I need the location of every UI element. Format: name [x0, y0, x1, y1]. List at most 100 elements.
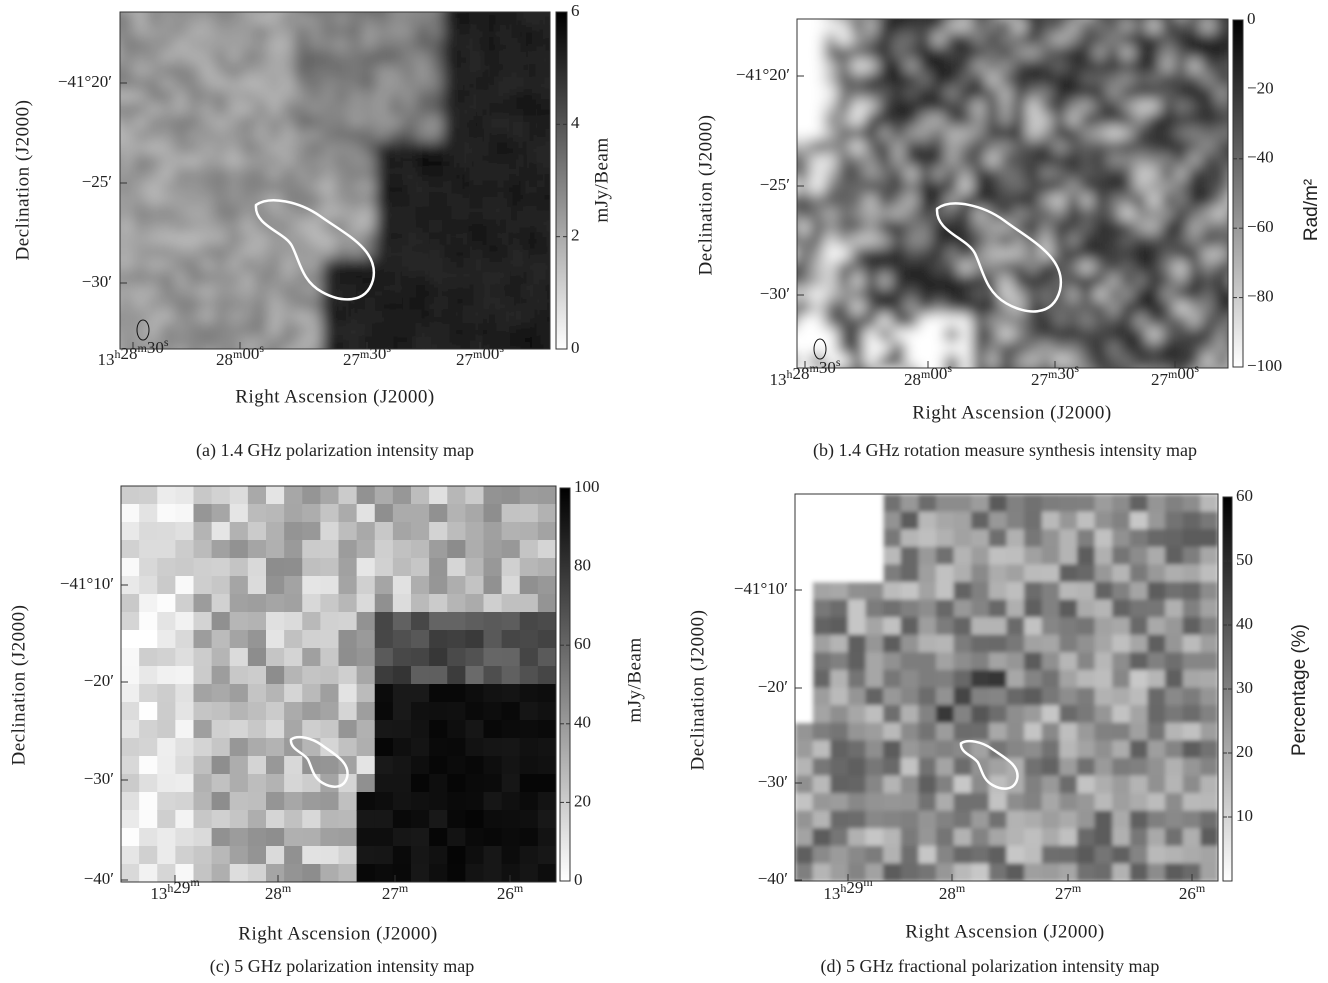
pixel [456, 142, 470, 156]
pixel [147, 116, 161, 130]
pixel [1120, 341, 1134, 355]
pixel [864, 46, 878, 60]
pixel [883, 723, 901, 741]
pixel [284, 594, 303, 613]
pixel [1066, 19, 1080, 33]
pixel [357, 864, 376, 883]
pixel [954, 512, 972, 530]
pixel [1066, 153, 1080, 167]
pixel [416, 12, 430, 26]
pixel [469, 193, 483, 207]
pixel [174, 323, 188, 337]
pixel [851, 73, 865, 87]
pixel [375, 486, 394, 505]
pixel [520, 558, 539, 577]
pixel [443, 103, 457, 117]
pixel [230, 522, 249, 541]
pixel [972, 153, 986, 167]
pixel [107, 116, 121, 130]
pixel [538, 702, 557, 721]
pixel [797, 167, 811, 181]
pixel [1120, 140, 1134, 154]
pixel [389, 310, 403, 324]
pixel [971, 846, 989, 864]
pixel [891, 355, 905, 369]
pixel [295, 362, 309, 376]
pixel [813, 846, 831, 864]
pixel [954, 705, 972, 723]
pixel [1201, 6, 1215, 20]
pixel [175, 504, 194, 523]
pixel [416, 77, 430, 91]
pixel [322, 12, 336, 26]
pixel [851, 46, 865, 60]
pixel [147, 193, 161, 207]
pixel [784, 6, 798, 20]
pixel [1183, 846, 1201, 864]
pixel [375, 522, 394, 541]
pixel [1215, 207, 1229, 221]
pixel [230, 828, 249, 847]
pixel [362, 64, 376, 78]
pixel [1039, 234, 1053, 248]
pixel [851, 368, 865, 382]
pixel [989, 828, 1007, 846]
pixel [1013, 167, 1027, 181]
pixel [878, 32, 892, 46]
pixel [1201, 19, 1215, 33]
pixel [456, 155, 470, 169]
pixel [1095, 723, 1113, 741]
pixel [389, 116, 403, 130]
pixel [362, 142, 376, 156]
pixel [1093, 234, 1107, 248]
pixel [1039, 220, 1053, 234]
pixel [1093, 86, 1107, 100]
pixel [121, 486, 140, 505]
pixel [784, 207, 798, 221]
pixel [1013, 59, 1027, 73]
pixel [429, 558, 448, 577]
pixel [483, 64, 497, 78]
pixel [971, 547, 989, 565]
pixel [443, 245, 457, 259]
pixel [538, 522, 557, 541]
pixel [905, 100, 919, 114]
pixel [496, 232, 510, 246]
pixel [393, 792, 412, 811]
pixel [959, 328, 973, 342]
pixel [837, 140, 851, 154]
pixel [187, 25, 201, 39]
pixel [456, 284, 470, 298]
pixel [999, 274, 1013, 288]
pixel [1053, 314, 1067, 328]
pixel [824, 86, 838, 100]
pixel [1042, 670, 1060, 688]
pixel [465, 810, 484, 829]
pixel [502, 486, 521, 505]
pixel [936, 617, 954, 635]
pixel [837, 113, 851, 127]
pixel [335, 168, 349, 182]
pixel [465, 738, 484, 757]
pixel [1007, 617, 1025, 635]
pixel [1066, 287, 1080, 301]
pixel [1053, 220, 1067, 234]
pixel [266, 666, 285, 685]
pixel [254, 116, 268, 130]
pixel [268, 297, 282, 311]
pixel [447, 756, 466, 775]
pixel [1042, 652, 1060, 670]
pixel [1183, 494, 1201, 512]
pixel [456, 103, 470, 117]
pixel [241, 90, 255, 104]
pixel [483, 142, 497, 156]
pixel [901, 688, 919, 706]
pixel [1013, 73, 1027, 87]
pixel [770, 113, 784, 127]
map-pixels [770, 0, 1255, 395]
pixel [1080, 32, 1094, 46]
pixel [1095, 828, 1113, 846]
pixel [302, 864, 321, 883]
pixel [194, 648, 213, 667]
pixel [837, 46, 851, 60]
